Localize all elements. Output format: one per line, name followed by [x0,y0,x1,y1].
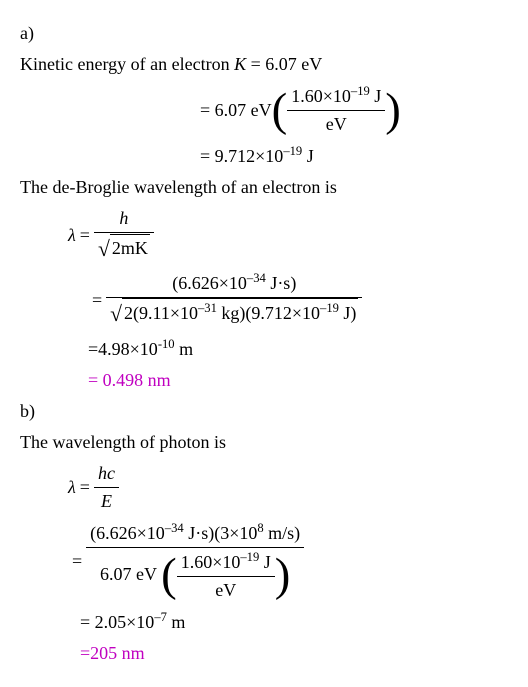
n: 1.60×10 [181,552,241,572]
lambda: λ [68,474,76,501]
rparen: ) [275,559,291,592]
u: m [175,339,194,359]
frac: h √2mK [94,205,154,265]
frac: hc E [94,460,119,515]
conv-frac: 1.60×10–19 J eV [287,82,385,138]
e2: –19 [320,301,339,315]
d: E [101,491,112,511]
part-b-result-nm: =205 nm [80,640,508,667]
part-b-result-m: = 2.05×10–7 m [80,608,508,636]
radical: √ [98,237,110,261]
part-a-result-joules: = 9.712×10–19 J [200,142,508,170]
e1: –34 [165,521,184,535]
part-b-lambda-calc: = (6.626×10–34 J·s)(3×108 m/s) 6.07 eV (… [68,519,508,604]
eq: = [80,474,90,501]
part-a-kinetic-text: Kinetic energy of an electron K = 6.07 e… [20,51,508,78]
r: =4.98×10 [88,339,158,359]
part-a-result-m: =4.98×10-10 m [88,335,508,363]
c: J) [339,303,357,323]
lambda: λ [68,222,76,249]
e: -10 [158,337,175,351]
inner-frac: 1.60×10–19 J eV [177,548,275,604]
part-a-result-nm: = 0.498 nm [88,367,508,394]
e1: –31 [198,301,217,315]
p: 6.07 eV [100,564,157,584]
e: –19 [240,550,259,564]
r: = 9.712×10 [200,146,283,166]
part-a-lambda-def: λ= h √2mK [68,205,508,265]
lparen: ( [161,559,177,592]
b: J·s) [266,273,297,293]
radical: √ [110,302,122,326]
e: –19 [351,84,370,98]
a: (6.626×10 [90,523,165,543]
part-a-lambda-calc: = (6.626×10–34 J·s) √2(9.11×10–31 kg)(9.… [88,269,508,330]
u: m [167,612,186,632]
part-b-label: b) [20,398,508,425]
a: 2(9.11×10 [124,303,198,323]
n: hc [98,463,115,483]
eq: = [80,222,90,249]
b: kg)(9.712×10 [217,303,320,323]
conv-prefix: = 6.07 eV [200,97,272,124]
rparen: ) [385,94,401,127]
paren-group: ( 1.60×10–19 J eV ) [272,82,401,138]
e: –7 [154,610,167,624]
b: J·s)(3×10 [184,523,258,543]
frac: (6.626×10–34 J·s)(3×108 m/s) 6.07 eV ( 1… [86,519,304,604]
part-b-lambda-def: λ= hc E [68,460,508,515]
u: J [302,146,314,166]
d: eV [287,111,385,138]
paren-group: ( 1.60×10–19 J eV ) [161,548,290,604]
a: (6.626×10 [172,273,247,293]
lparen: ( [272,94,288,127]
n: 1.60×10 [291,86,351,106]
frac: (6.626×10–34 J·s) √2(9.11×10–31 kg)(9.71… [106,269,362,330]
d: eV [177,577,275,604]
part-a-conversion: = 6.07 eV ( 1.60×10–19 J eV ) [200,82,508,138]
eq1: = 6.07 eV [246,54,322,74]
eq: = [92,287,102,314]
eq: = [72,548,82,575]
text: Kinetic energy of an electron [20,54,234,74]
part-a-label: a) [20,20,508,47]
var-k: K [234,54,246,74]
u: J [259,552,271,572]
part-b-text: The wavelength of photon is [20,429,508,456]
c: m/s) [264,523,301,543]
u: J [370,86,382,106]
h: h [119,208,128,228]
e: –19 [283,144,302,158]
d: 2mK [112,238,148,258]
e: –34 [247,271,266,285]
r: = 2.05×10 [80,612,154,632]
part-a-debroglie-text: The de-Broglie wavelength of an electron… [20,174,508,201]
